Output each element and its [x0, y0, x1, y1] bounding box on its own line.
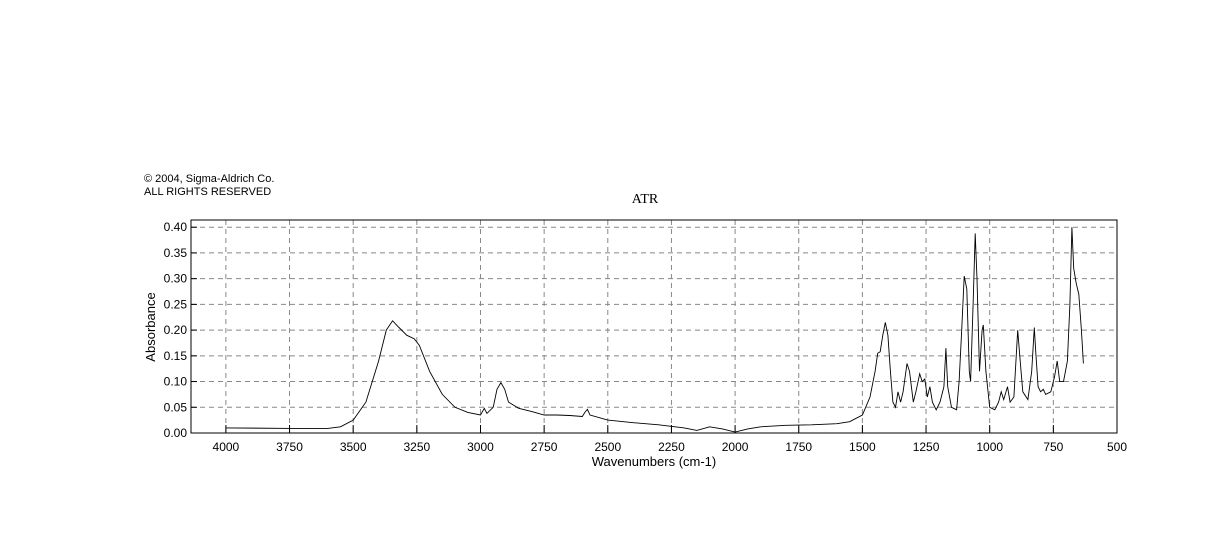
x-tick-label: 2250 [658, 440, 685, 454]
chart-title: ATR [632, 192, 659, 207]
x-tick-label: 2000 [722, 440, 749, 454]
copyright: © 2004, Sigma-Aldrich Co. [144, 173, 274, 185]
rights: ALL RIGHTS RESERVED [144, 186, 271, 198]
x-tick-label: 3500 [340, 440, 367, 454]
x-tick-label: 3250 [403, 440, 430, 454]
y-tick-label: 0.15 [164, 349, 188, 363]
y-tick-label: 0.05 [164, 400, 188, 414]
x-tick-label: 4000 [213, 440, 240, 454]
y-tick-label: 0.25 [164, 297, 188, 311]
y-axis-label: Absorbance [143, 292, 158, 361]
y-tick-label: 0.10 [164, 375, 188, 389]
x-tick-label: 1250 [913, 440, 940, 454]
y-tick-label: 0.40 [164, 220, 188, 234]
x-tick-label: 1500 [849, 440, 876, 454]
x-axis-label: Wavenumbers (cm-1) [592, 454, 716, 469]
x-tick-label: 750 [1043, 440, 1063, 454]
spectrum-line [225, 227, 1084, 433]
y-tick-label: 0.35 [164, 246, 188, 260]
y-tick-label: 0.30 [164, 272, 188, 286]
x-tick-label: 2500 [594, 440, 621, 454]
y-tick-label: 0.20 [164, 323, 188, 337]
y-tick-label: 0.00 [164, 426, 188, 440]
x-tick-label: 1000 [976, 440, 1003, 454]
x-tick-label: 500 [1107, 440, 1127, 454]
x-tick-label: 2750 [531, 440, 558, 454]
x-tick-label: 3000 [467, 440, 494, 454]
plot-frame [190, 219, 1118, 434]
x-tick-label: 1750 [785, 440, 812, 454]
x-tick-label: 3750 [276, 440, 303, 454]
